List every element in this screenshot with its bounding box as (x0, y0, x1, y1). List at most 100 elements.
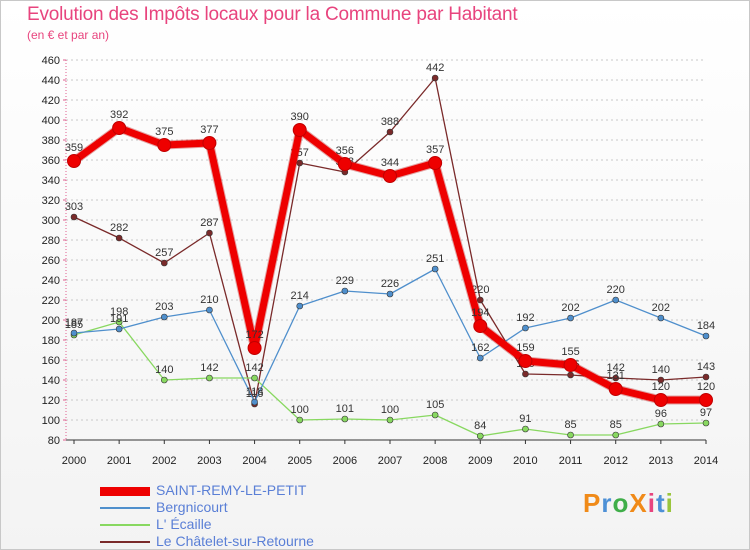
data-point (699, 393, 713, 407)
data-label: 251 (426, 253, 444, 265)
data-label: 116 (246, 388, 264, 400)
data-point (612, 431, 620, 439)
data-label: 85 (610, 419, 622, 431)
x-tick-label: 2011 (559, 455, 583, 467)
data-point (608, 382, 623, 396)
data-label: 202 (561, 302, 579, 314)
y-tick-label: 360 (42, 155, 60, 167)
x-tick-label: 2010 (513, 455, 537, 467)
y-tick-label: 200 (42, 315, 60, 327)
data-point (431, 74, 439, 82)
x-tick-label: 2013 (649, 455, 673, 467)
data-point (518, 354, 533, 368)
data-label: 96 (655, 408, 667, 420)
data-label: 198 (110, 306, 128, 318)
data-label: 210 (200, 294, 218, 306)
data-point (563, 358, 578, 372)
data-label: 118 (246, 386, 264, 398)
data-label: 392 (110, 109, 128, 121)
data-point (522, 370, 529, 378)
data-point (386, 416, 394, 424)
data-point (341, 287, 349, 295)
y-tick-label: 160 (42, 355, 60, 367)
y-tick-label: 280 (42, 235, 60, 247)
legend-swatch (100, 487, 150, 496)
data-point (206, 374, 213, 382)
data-point (473, 319, 488, 333)
data-label: 185 (65, 319, 83, 331)
x-tick-label: 2001 (107, 455, 131, 467)
x-tick-label: 2007 (378, 455, 402, 467)
data-point (428, 156, 443, 170)
data-label: 172 (245, 329, 263, 341)
x-tick-label: 2005 (287, 455, 311, 467)
data-point (115, 318, 123, 326)
data-label: 377 (200, 124, 218, 136)
logo-letter: i (647, 488, 656, 518)
data-label: 142 (200, 362, 218, 374)
x-tick-label: 2002 (152, 455, 176, 467)
data-point (431, 265, 439, 273)
y-tick-label: 220 (42, 295, 60, 307)
data-point (112, 121, 127, 135)
data-label: 442 (426, 62, 444, 74)
y-tick-label: 300 (42, 215, 60, 227)
data-label: 84 (474, 420, 486, 432)
x-tick-label: 2004 (242, 455, 266, 467)
data-label: 91 (519, 413, 531, 425)
legend-swatch (100, 541, 150, 543)
data-point (567, 371, 574, 379)
data-point (702, 419, 710, 427)
data-label: 357 (426, 144, 444, 156)
data-point (476, 296, 484, 304)
data-label: 287 (200, 217, 218, 229)
data-point (657, 314, 665, 322)
data-point (567, 314, 574, 322)
data-label: 220 (607, 284, 625, 296)
data-label: 191 (110, 313, 128, 325)
data-label: 101 (336, 403, 354, 415)
data-label: 100 (291, 404, 309, 416)
data-label: 159 (516, 342, 534, 354)
data-label: 140 (652, 364, 670, 376)
logo-letter: X (629, 488, 648, 518)
data-point (386, 128, 394, 136)
data-point (341, 415, 349, 423)
data-point (702, 332, 710, 340)
data-label: 257 (155, 247, 173, 259)
data-label: 184 (697, 320, 715, 332)
data-label: 120 (652, 381, 670, 393)
data-label: 344 (381, 157, 399, 169)
data-label: 356 (336, 145, 354, 157)
logo-letter: t (655, 488, 666, 518)
legend-swatch (100, 524, 150, 526)
data-point (202, 136, 217, 150)
y-tick-label: 140 (42, 375, 60, 387)
data-point (160, 313, 168, 321)
data-label: 303 (65, 201, 83, 213)
logo-letter: i (665, 488, 674, 518)
data-point (206, 229, 213, 237)
x-tick-label: 2000 (62, 455, 86, 467)
y-tick-label: 340 (42, 175, 60, 187)
data-label: 142 (245, 362, 263, 374)
data-point (657, 420, 665, 428)
data-label: 97 (700, 407, 712, 419)
data-label: 388 (381, 116, 399, 128)
legend-label: Bergnicourt (156, 499, 228, 515)
data-label: 105 (426, 399, 444, 411)
data-label: 390 (291, 111, 309, 123)
data-label: 359 (65, 142, 83, 154)
chart-title: Evolution des Impôts locaux pour la Comm… (27, 4, 518, 25)
data-label: 282 (110, 222, 128, 234)
y-tick-label: 80 (48, 435, 60, 447)
data-point (337, 157, 352, 171)
data-label: 140 (155, 364, 173, 376)
data-label: 226 (381, 278, 399, 290)
logo-letter: P (583, 488, 602, 518)
data-point (383, 169, 397, 183)
data-label: 202 (652, 302, 670, 314)
data-point (206, 306, 213, 314)
logo-letter: r (601, 488, 613, 518)
data-label: 229 (336, 275, 354, 287)
